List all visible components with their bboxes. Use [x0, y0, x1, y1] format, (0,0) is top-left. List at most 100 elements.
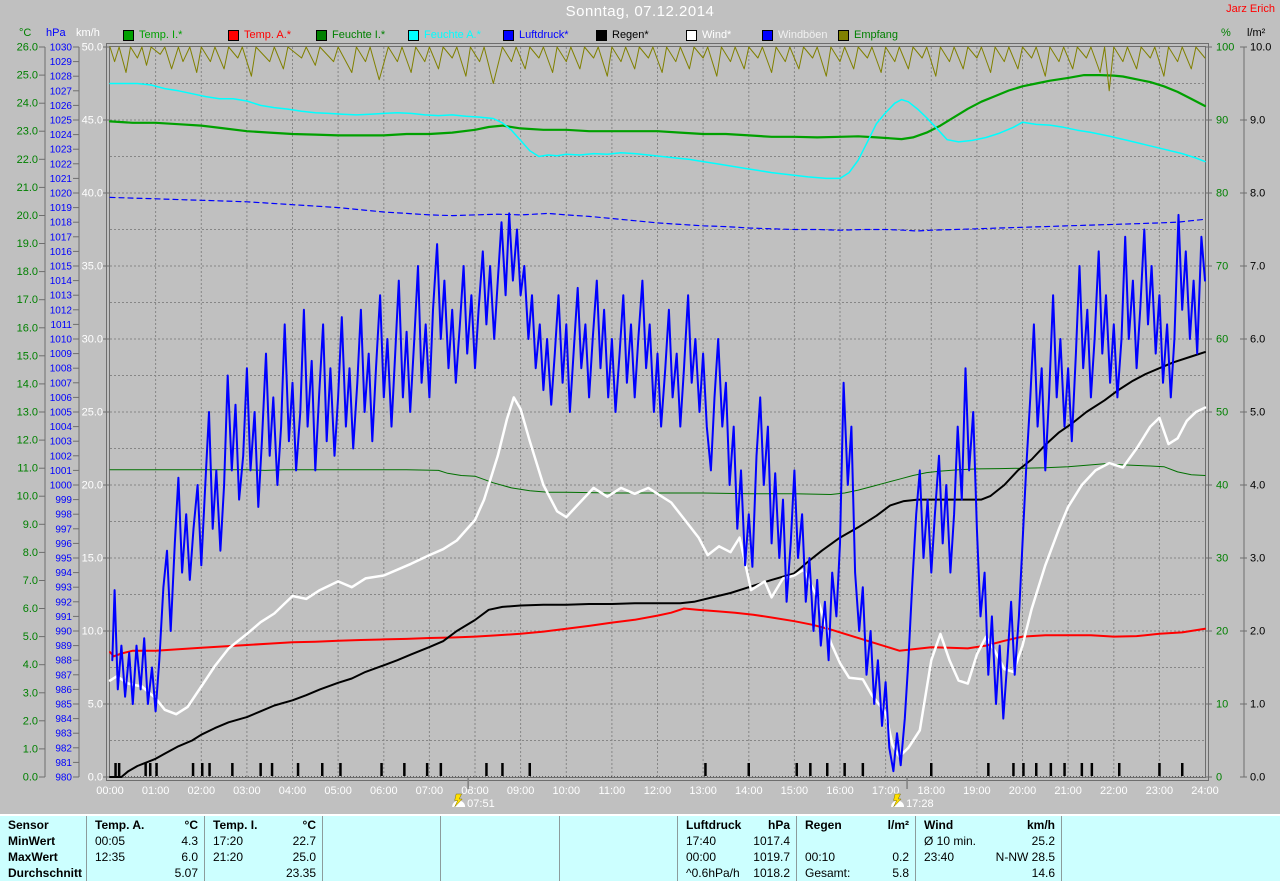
svg-text:9.0: 9.0 — [23, 519, 38, 531]
legend-item-temp-a[interactable]: Temp. A.* — [228, 29, 291, 41]
svg-text:13.0: 13.0 — [17, 407, 38, 419]
svg-text:40.0: 40.0 — [82, 188, 103, 200]
series-feuchte_i — [109, 463, 1206, 495]
svg-text:4.0: 4.0 — [1250, 480, 1265, 492]
svg-text:0.0: 0.0 — [88, 772, 103, 784]
table-cell — [1062, 849, 1280, 865]
svg-text:35.0: 35.0 — [82, 261, 103, 273]
svg-text:05:00: 05:00 — [324, 785, 352, 797]
temp-a-swatch-icon — [228, 29, 239, 41]
svg-text:1008: 1008 — [50, 364, 73, 375]
table-row-label: Durchschnitt — [0, 865, 87, 881]
table-cell: 00:10 0.2 — [797, 849, 916, 865]
table-cell: 14.6 — [916, 865, 1062, 881]
svg-text:30: 30 — [1216, 553, 1228, 565]
svg-text:1.0: 1.0 — [1250, 699, 1265, 711]
svg-text:08:00: 08:00 — [461, 785, 489, 797]
table-cell: Temp. I. °C — [205, 816, 323, 833]
legend-item-feuchte-i[interactable]: Feuchte I.* — [316, 29, 385, 41]
axis-unit-kmh: km/h — [76, 27, 100, 39]
svg-text:1000: 1000 — [50, 481, 73, 492]
svg-text:00:00: 00:00 — [96, 785, 124, 797]
legend-item-regen[interactable]: Regen* — [596, 29, 649, 41]
svg-text:1.0: 1.0 — [23, 743, 38, 755]
svg-text:07:00: 07:00 — [416, 785, 444, 797]
svg-text:1019: 1019 — [50, 203, 73, 214]
svg-text:1026: 1026 — [50, 101, 73, 112]
axis-unit-percent: % — [1221, 27, 1231, 39]
svg-text:09:00: 09:00 — [507, 785, 535, 797]
legend-item-temp-i[interactable]: Temp. I.* — [123, 29, 182, 41]
legend-item-wind[interactable]: Wind* — [686, 29, 731, 41]
svg-text:22:00: 22:00 — [1100, 785, 1128, 797]
table-cell: Luftdruck hPa — [678, 816, 797, 833]
legend-item-feuchte-a[interactable]: Feuchte A.* — [408, 29, 481, 41]
svg-text:7.0: 7.0 — [23, 575, 38, 587]
svg-text:1025: 1025 — [50, 116, 73, 127]
svg-text:1002: 1002 — [50, 451, 73, 462]
svg-text:24.0: 24.0 — [17, 98, 38, 110]
sunrise-marker: 07:51 — [452, 777, 495, 810]
svg-text:19:00: 19:00 — [963, 785, 991, 797]
svg-text:1023: 1023 — [50, 145, 73, 156]
svg-text:17:00: 17:00 — [872, 785, 900, 797]
svg-text:2.0: 2.0 — [1250, 626, 1265, 638]
table-row-label: MinWert — [0, 833, 87, 849]
svg-text:15.0: 15.0 — [82, 553, 103, 565]
svg-text:994: 994 — [55, 568, 72, 579]
temp-i-swatch-icon — [123, 29, 134, 41]
svg-text:991: 991 — [55, 612, 72, 623]
svg-text:02:00: 02:00 — [188, 785, 216, 797]
table-cell: 12:35 6.0 — [87, 849, 205, 865]
table-cell — [441, 816, 560, 833]
svg-text:999: 999 — [55, 495, 72, 506]
svg-text:985: 985 — [55, 700, 72, 711]
svg-text:1011: 1011 — [50, 320, 72, 331]
legend-label: Empfang — [854, 29, 899, 41]
table-cell — [560, 849, 678, 865]
svg-text:04:00: 04:00 — [279, 785, 307, 797]
svg-text:980: 980 — [55, 773, 72, 784]
series-windboeen — [111, 212, 1206, 773]
table-cell — [560, 833, 678, 849]
table-cell — [797, 833, 916, 849]
svg-text:1018: 1018 — [50, 218, 73, 229]
axis-unit-celsius: °C — [19, 27, 32, 39]
table-cell: Wind km/h — [916, 816, 1062, 833]
svg-text:1015: 1015 — [50, 262, 73, 273]
svg-text:15:00: 15:00 — [781, 785, 809, 797]
table-cell: 17:40 1017.4 — [678, 833, 797, 849]
table-row-label: MaxWert — [0, 849, 87, 865]
svg-text:12.0: 12.0 — [17, 435, 38, 447]
table-cell: Temp. A. °C — [87, 816, 205, 833]
luftdruck-swatch-icon — [503, 29, 514, 41]
table-cell — [323, 849, 441, 865]
svg-text:26.0: 26.0 — [17, 42, 38, 54]
svg-text:20.0: 20.0 — [82, 480, 103, 492]
axis-labels-kmh: 50.0 45.0 40.0 35.0 30.0 25.0 20.0 15.0 10.0 5.0 0… — [82, 42, 110, 784]
table-cell: Ø 10 min. 25.2 — [916, 833, 1062, 849]
svg-text:14:00: 14:00 — [735, 785, 763, 797]
svg-text:992: 992 — [55, 597, 72, 608]
table-cell — [323, 833, 441, 849]
svg-text:982: 982 — [55, 743, 72, 754]
table-cell: 17:20 22.7 — [205, 833, 323, 849]
legend-item-luftdruck[interactable]: Luftdruck* — [503, 29, 569, 41]
svg-text:0.0: 0.0 — [23, 772, 38, 784]
weather-chart[interactable]: 26.0 25.0 24.0 23.0 22.0 21.0 20.0 19.0 18.0 17.0… — [0, 0, 1280, 814]
svg-text:21.0: 21.0 — [17, 182, 38, 194]
legend-item-empfang[interactable]: Empfang — [838, 29, 898, 41]
svg-text:1006: 1006 — [50, 393, 73, 404]
svg-text:1007: 1007 — [50, 378, 73, 389]
svg-text:23.0: 23.0 — [17, 126, 38, 138]
svg-text:90: 90 — [1216, 115, 1228, 127]
svg-text:1030: 1030 — [50, 43, 73, 54]
svg-text:984: 984 — [55, 714, 72, 725]
feuchte-i-swatch-icon — [316, 29, 327, 41]
svg-text:50: 50 — [1216, 407, 1228, 419]
svg-text:1028: 1028 — [50, 72, 73, 83]
legend-item-windboeen[interactable]: Windböen — [762, 29, 828, 41]
svg-text:7.0: 7.0 — [1250, 261, 1265, 273]
